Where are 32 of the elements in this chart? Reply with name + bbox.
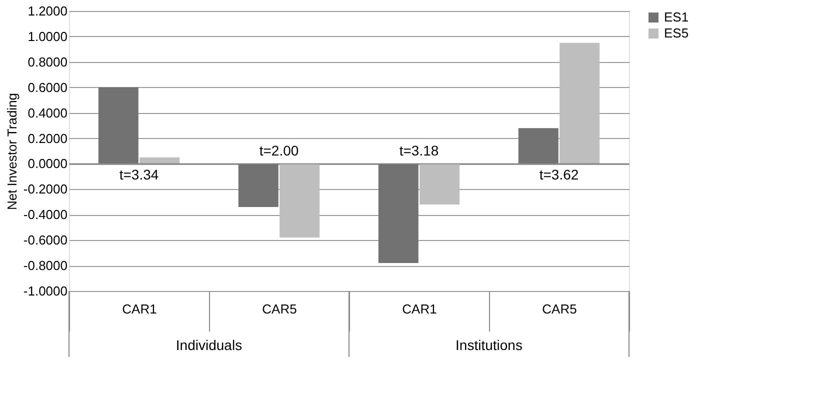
legend-label: ES1 [664,10,689,24]
y-tick-label: 0.8000 [28,54,68,70]
bar [378,164,418,263]
bar [420,164,460,204]
y-tick-label: 1.2000 [28,4,68,18]
y-tick-label: -0.6000 [23,232,68,248]
y-tick-label: 0.2000 [28,130,68,146]
text: Institutions [456,337,522,353]
y-tick-label: -0.4000 [23,207,68,222]
legend-label: ES5 [664,26,689,40]
y-tick-label: -0.8000 [23,258,68,274]
y-tick-label: -1.0000 [23,284,68,298]
annotation: t=3.34 [119,166,159,183]
annotation: t=3.18 [399,142,439,159]
y-tick-label: 0.4000 [28,105,68,120]
text: Individuals [176,337,242,353]
x-tick-label: CAR5 [542,302,577,316]
bar [280,164,320,238]
x-tick-label: CAR1 [122,302,157,316]
y-tick-label: -0.2000 [23,182,68,197]
x-tick-label: CAR1 [402,302,437,316]
annotation: t=3.62 [539,166,579,183]
bar [98,87,138,164]
annotation: t=2.00 [259,142,299,159]
bar [238,164,278,207]
bar [560,42,600,164]
y-tick-label: 1.0000 [28,28,68,44]
bar [518,128,558,164]
y-axis-title: Net Investor Trading [4,92,20,210]
y-tick-label: 0.0000 [28,156,68,172]
y-tick-label: 0.6000 [28,80,68,95]
x-tick-label: CAR5 [262,302,297,316]
